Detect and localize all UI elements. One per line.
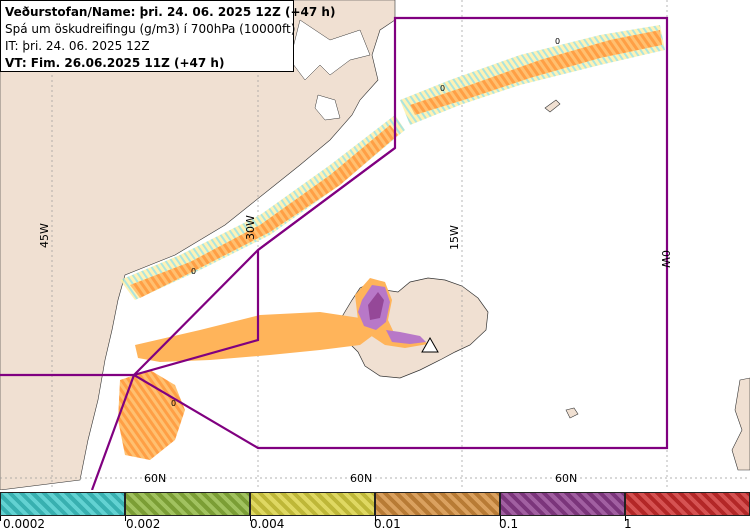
legend-swatch-0.002 — [125, 492, 250, 516]
greenland-fjord — [289, 19, 371, 81]
legend-label: 0.004 — [250, 517, 285, 531]
legend-swatch-0.01 — [375, 492, 500, 516]
airspace-boundary-connector — [133, 249, 259, 376]
legend-swatch-0.004 — [250, 492, 375, 516]
concentration-legend: 0.0002 0.002 0.004 0.01 0.1 1 — [0, 491, 750, 532]
legend-label: 0.01 — [374, 517, 401, 531]
issuer-line: Veðurstofan/Name: þri. 24. 06. 2025 12Z … — [5, 5, 336, 19]
lon-label-15w: 15W — [448, 225, 461, 250]
legend-label: 0.002 — [126, 517, 161, 531]
contour-label: 0 — [191, 267, 196, 276]
contour-label: 0 — [555, 37, 560, 46]
airspace-boundary-south — [257, 147, 396, 251]
ash-plume-high — [358, 285, 426, 344]
lon-label-0w: 0W — [659, 250, 672, 268]
lon-label-30w: 30W — [244, 215, 257, 240]
faroe-islands — [565, 407, 579, 419]
product-line: Spá um öskudreifingu (g/m3) í 700hPa (10… — [5, 22, 296, 36]
jan-mayen-island — [544, 99, 561, 113]
ash-dispersion-map: 45W 30W 15W 0W 60N 60N 60N 0 0 0 0 — [0, 0, 750, 490]
greenland-fjord-2 — [314, 94, 341, 121]
forecast-info-box: Veðurstofan/Name: þri. 24. 06. 2025 12Z … — [0, 0, 336, 72]
norway-coast — [731, 377, 750, 471]
legend-swatch-0.0002 — [0, 492, 125, 516]
legend-swatch-0.1 — [500, 492, 625, 516]
lat-label-60n-a: 60N — [144, 472, 166, 485]
volcano-marker-icon — [421, 336, 439, 353]
legend-label: 0.0002 — [3, 517, 45, 531]
greenland-landmass — [0, 0, 396, 490]
lat-label-60n-b: 60N — [350, 472, 372, 485]
lon-label-45w: 45W — [38, 223, 51, 248]
legend-swatch-1 — [625, 492, 750, 516]
issue-time-line: IT: þri. 24. 06. 2025 12Z — [5, 39, 150, 53]
legend-label: 0.1 — [499, 517, 519, 531]
contour-label: 0 — [171, 399, 176, 408]
valid-time-line: VT: Fim. 26.06.2025 11Z (+47 h) — [5, 56, 225, 70]
contour-label: 0 — [440, 84, 445, 93]
legend-label: 1 — [624, 517, 632, 531]
lat-label-60n-c: 60N — [555, 472, 577, 485]
